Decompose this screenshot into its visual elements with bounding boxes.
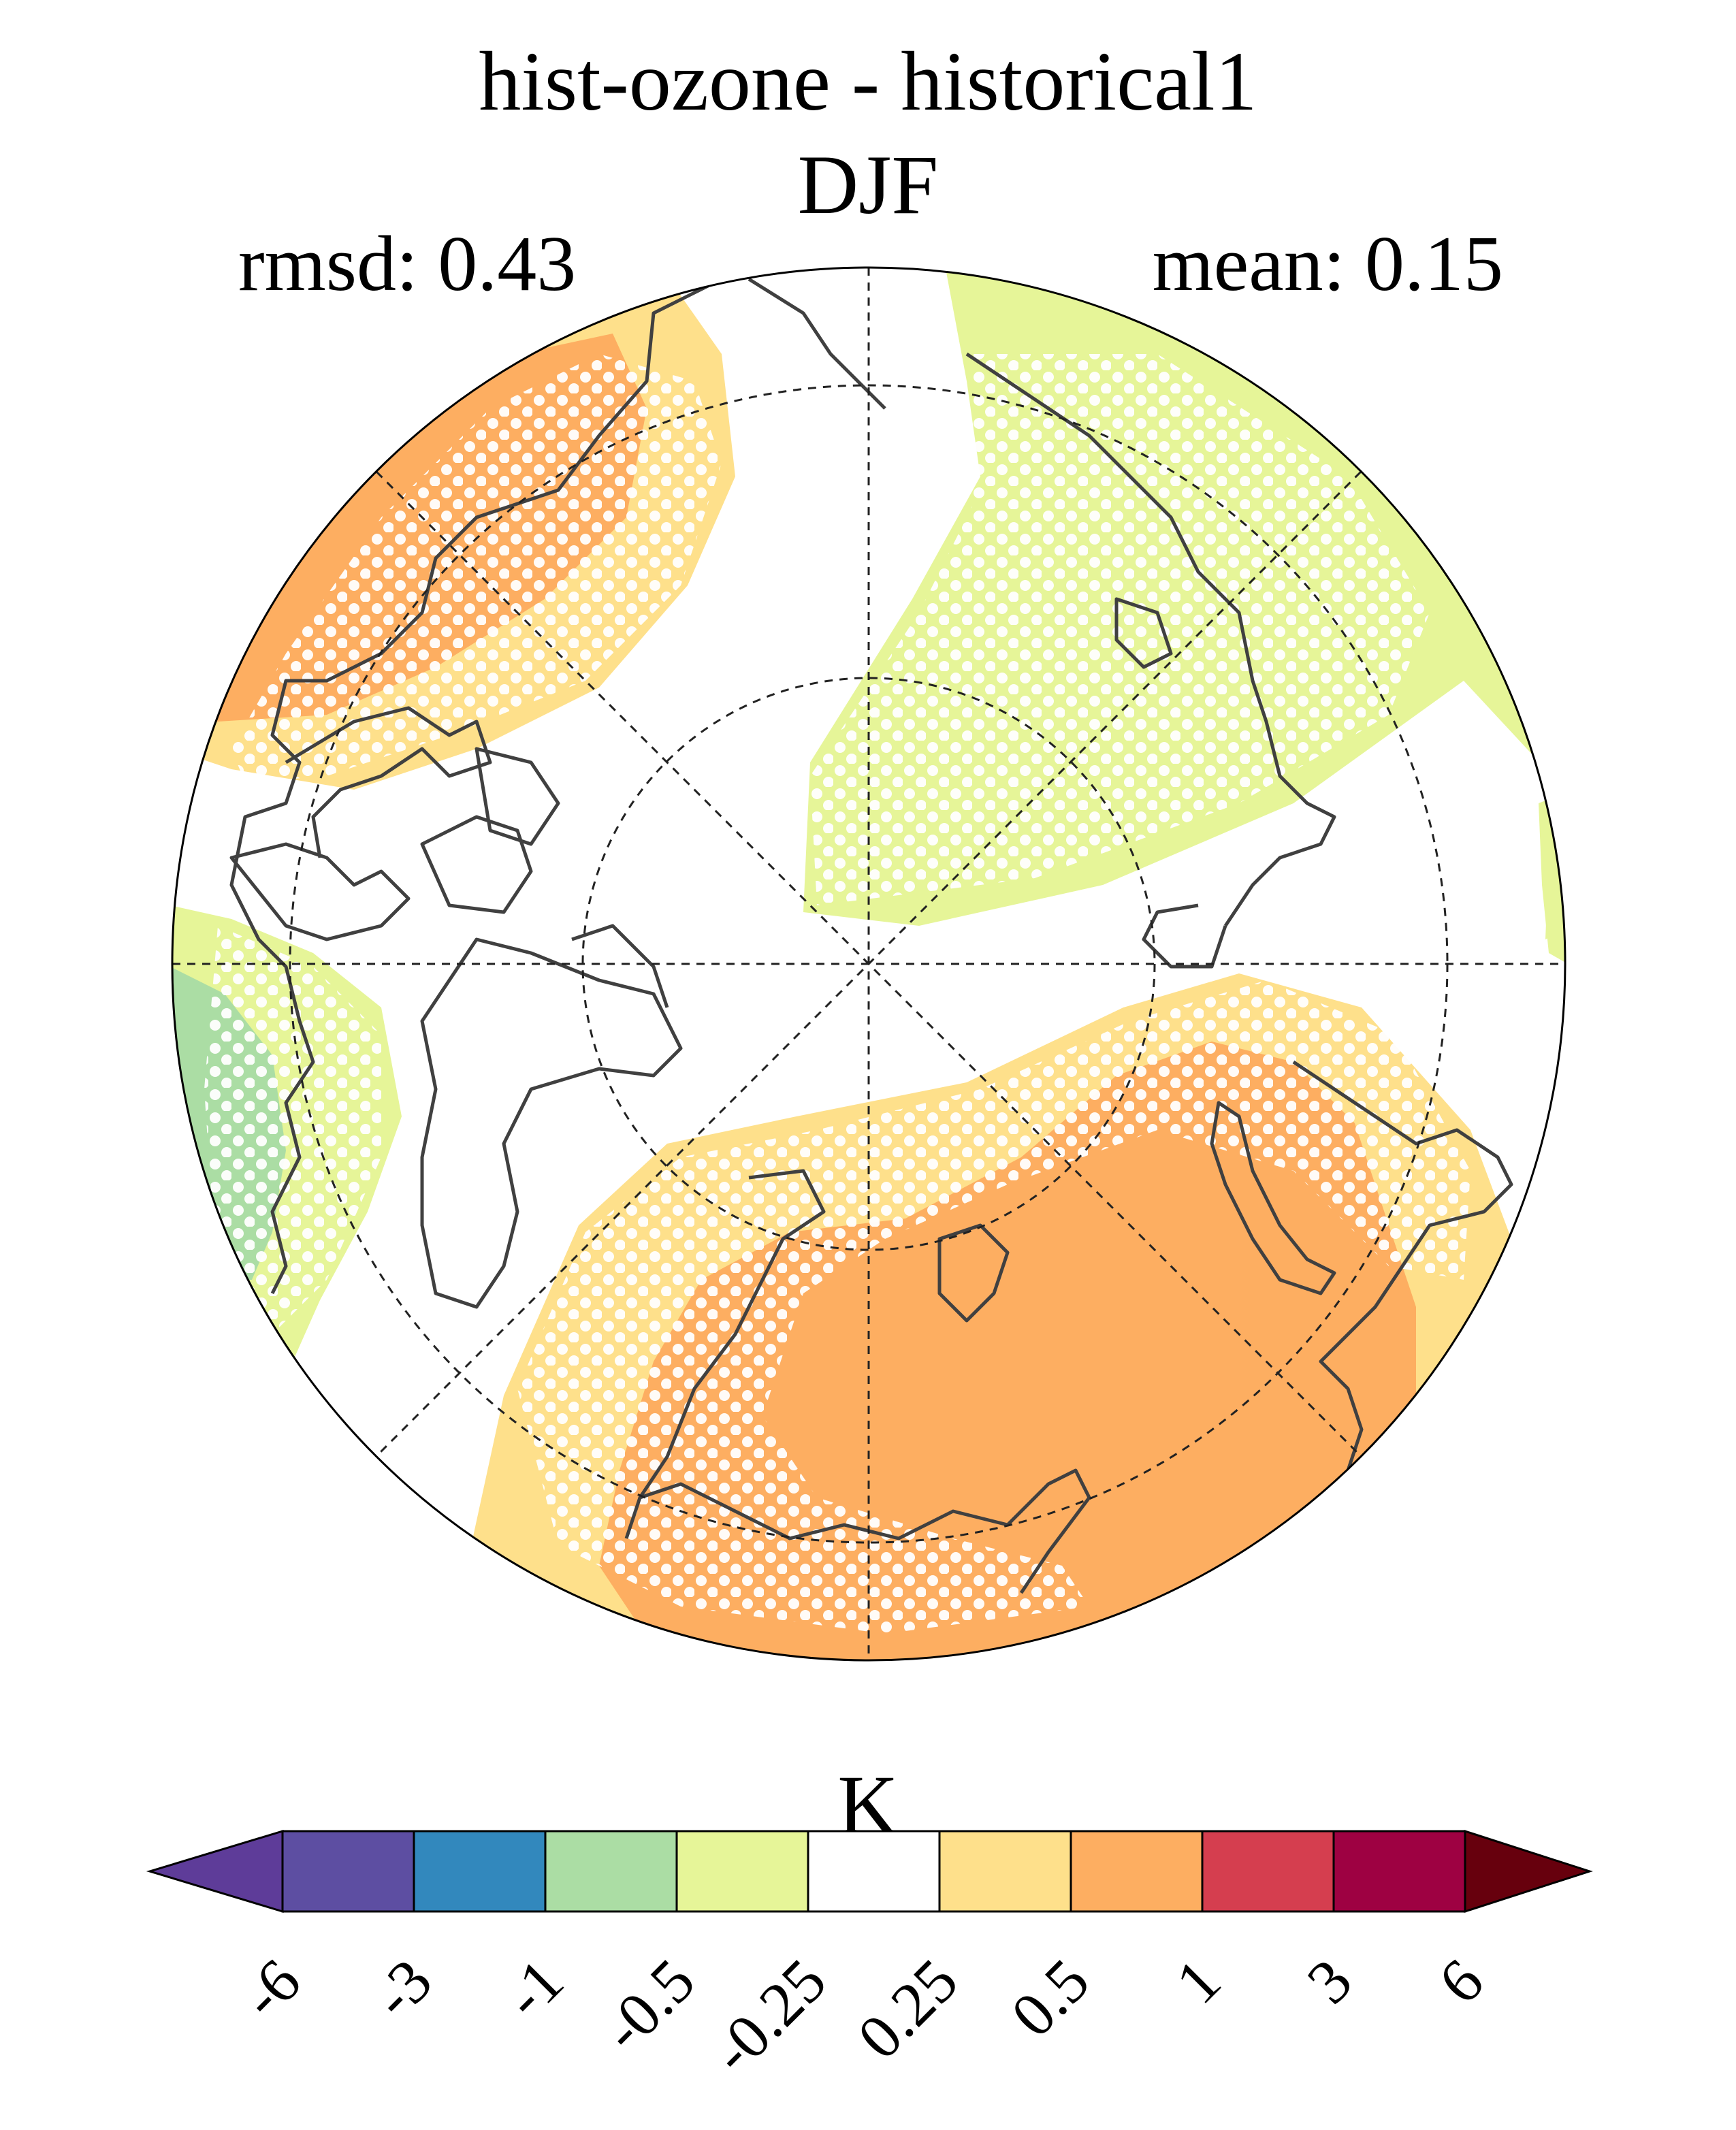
colorbar-cell — [281, 1830, 415, 1913]
colorbar-extend-high — [1464, 1829, 1593, 1914]
colorbar-cell — [675, 1830, 809, 1913]
stipple-na — [231, 354, 722, 783]
coast-hudson-bay — [285, 706, 492, 858]
coast-svalbard — [937, 1223, 1010, 1323]
coast-canadian-archipelago-2 — [420, 815, 533, 914]
colorbar-cell — [1201, 1830, 1335, 1913]
colorbar-cell — [807, 1830, 941, 1913]
coast-canadian-archipelago-1 — [229, 842, 411, 941]
coast-europe-north — [639, 1468, 1091, 1594]
graticule — [172, 268, 1565, 1660]
colorbar-extend-low — [146, 1829, 284, 1914]
colorbar-cell — [413, 1830, 547, 1913]
map-title: hist-ozone - historical1 — [479, 35, 1257, 128]
season-label: DJF — [797, 138, 939, 231]
coastlines — [229, 277, 1513, 1594]
coast-alaska-islands — [1114, 597, 1173, 669]
colorbar-cell — [1070, 1830, 1204, 1913]
coast-baffin — [571, 924, 669, 1008]
coast-novaya-zemlya — [1210, 1101, 1336, 1295]
rmsd-label: rmsd: 0.43 — [238, 221, 577, 308]
coast-east-siberia — [748, 277, 886, 410]
stipple-eurasia — [517, 980, 1470, 1634]
colorbar-cell — [938, 1830, 1072, 1913]
colorbar-cell — [1332, 1830, 1466, 1913]
coast-greenland — [420, 937, 683, 1309]
coast-scandinavia — [624, 1169, 826, 1539]
stipple-pacific — [810, 354, 1430, 905]
polar-map — [171, 266, 1566, 1662]
coast-alaska — [965, 352, 1336, 927]
latitude-circle-70 — [581, 677, 1156, 1251]
coast-chukotka — [1142, 903, 1227, 969]
colorbar-cell — [544, 1830, 678, 1913]
coast-north-america — [229, 284, 709, 1295]
coast-canadian-archipelago-3 — [475, 747, 560, 846]
mean-label: mean: 0.15 — [1152, 221, 1503, 308]
meridian-diagonal-2 — [375, 470, 1362, 1457]
map-boundary — [171, 266, 1566, 1662]
